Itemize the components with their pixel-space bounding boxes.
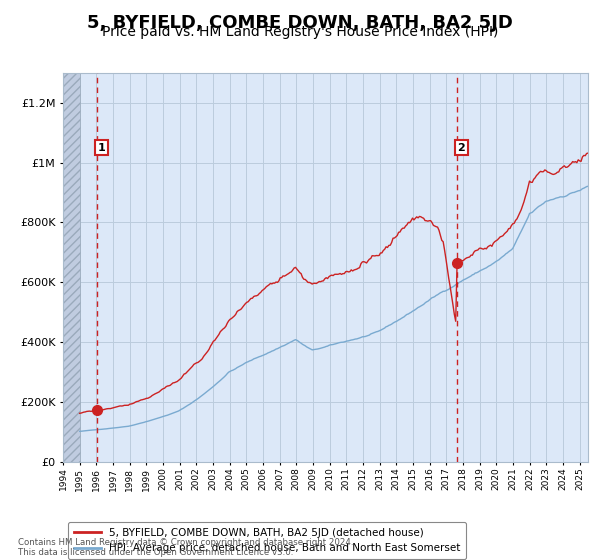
Text: Contains HM Land Registry data © Crown copyright and database right 2024.
This d: Contains HM Land Registry data © Crown c… <box>18 538 353 557</box>
Bar <box>63 73 80 462</box>
Legend: 5, BYFIELD, COMBE DOWN, BATH, BA2 5JD (detached house), HPI: Average price, deta: 5, BYFIELD, COMBE DOWN, BATH, BA2 5JD (d… <box>68 522 466 559</box>
Text: 1: 1 <box>97 143 105 153</box>
Text: Price paid vs. HM Land Registry's House Price Index (HPI): Price paid vs. HM Land Registry's House … <box>102 25 498 39</box>
Text: 5, BYFIELD, COMBE DOWN, BATH, BA2 5JD: 5, BYFIELD, COMBE DOWN, BATH, BA2 5JD <box>87 14 513 32</box>
Text: 2: 2 <box>457 143 465 153</box>
